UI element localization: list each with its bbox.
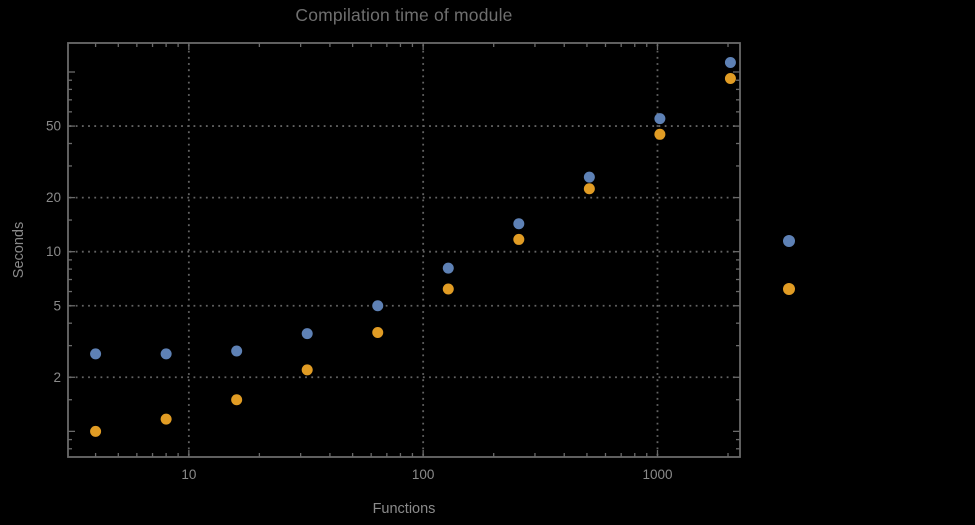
data-point-series-2 [513, 233, 525, 245]
x-tick-label: 100 [412, 467, 435, 482]
x-tick-label: 1000 [642, 467, 672, 482]
plot-frame [67, 42, 741, 458]
data-point-series-1 [654, 113, 666, 125]
x-tick-label: 10 [181, 467, 196, 482]
data-point-series-2 [160, 413, 172, 425]
data-point-series-2 [583, 183, 595, 195]
data-point-series-2 [442, 283, 454, 295]
data-point-series-1 [90, 348, 102, 360]
data-point-series-2 [231, 394, 243, 406]
y-tick-label: 10 [46, 244, 61, 259]
data-point-series-1 [372, 300, 384, 312]
data-point-series-1 [724, 56, 736, 68]
legend-marker-series-1 [783, 235, 795, 247]
data-point-series-1 [583, 171, 595, 183]
y-tick-label: 20 [46, 190, 61, 205]
y-tick-label: 5 [53, 298, 61, 313]
data-point-series-2 [724, 73, 736, 85]
data-point-series-2 [372, 326, 384, 338]
y-tick-label: 50 [46, 119, 61, 134]
data-point-series-1 [513, 218, 525, 230]
data-point-series-2 [301, 364, 313, 376]
data-point-series-1 [231, 345, 243, 357]
data-point-series-1 [160, 348, 172, 360]
data-point-series-2 [90, 425, 102, 437]
data-point-series-1 [442, 262, 454, 274]
data-point-series-1 [301, 328, 313, 340]
y-tick-label: 2 [53, 370, 61, 385]
data-point-series-2 [654, 128, 666, 140]
legend-marker-series-2 [783, 283, 795, 295]
